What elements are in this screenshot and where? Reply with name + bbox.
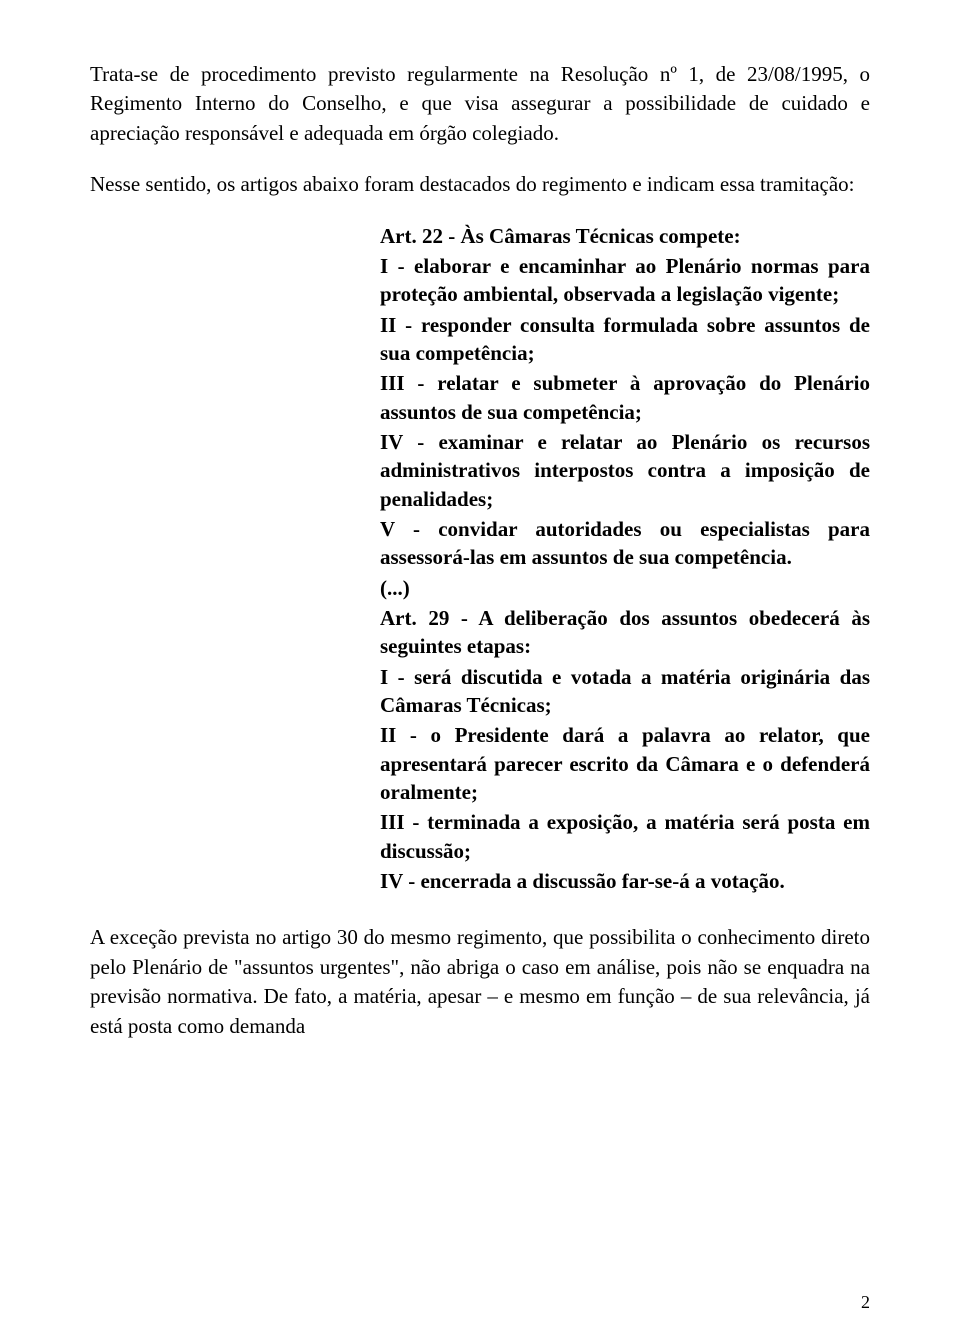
art29-ii: II - o Presidente dará a palavra ao rela… bbox=[380, 721, 870, 806]
paragraph-3: A exceção prevista no artigo 30 do mesmo… bbox=[90, 923, 870, 1041]
spacer bbox=[90, 897, 870, 923]
art29-i: I - será discutida e votada a matéria or… bbox=[380, 663, 870, 720]
paragraph-1: Trata-se de procedimento previsto regula… bbox=[90, 60, 870, 148]
art22-ii: II - responder consulta formulada sobre … bbox=[380, 311, 870, 368]
art22-iv: IV - examinar e relatar ao Plenário os r… bbox=[380, 428, 870, 513]
art29-head: Art. 29 - A deliberação dos assuntos obe… bbox=[380, 604, 870, 661]
quote-block: Art. 22 - Às Câmaras Técnicas compete: I… bbox=[380, 222, 870, 896]
art22-v: V - convidar autoridades ou especialista… bbox=[380, 515, 870, 572]
paragraph-2: Nesse sentido, os artigos abaixo foram d… bbox=[90, 170, 870, 199]
art29-iv: IV - encerrada a discussão far-se-á a vo… bbox=[380, 867, 870, 895]
art22-iii: III - relatar e submeter à aprovação do … bbox=[380, 369, 870, 426]
art22-i: I - elaborar e encaminhar ao Plenário no… bbox=[380, 252, 870, 309]
art22-head: Art. 22 - Às Câmaras Técnicas compete: bbox=[380, 222, 870, 250]
document-page: Trata-se de procedimento previsto regula… bbox=[0, 0, 960, 1341]
page-number: 2 bbox=[861, 1292, 870, 1313]
ellipsis: (...) bbox=[380, 574, 870, 602]
art29-iii: III - terminada a exposição, a matéria s… bbox=[380, 808, 870, 865]
